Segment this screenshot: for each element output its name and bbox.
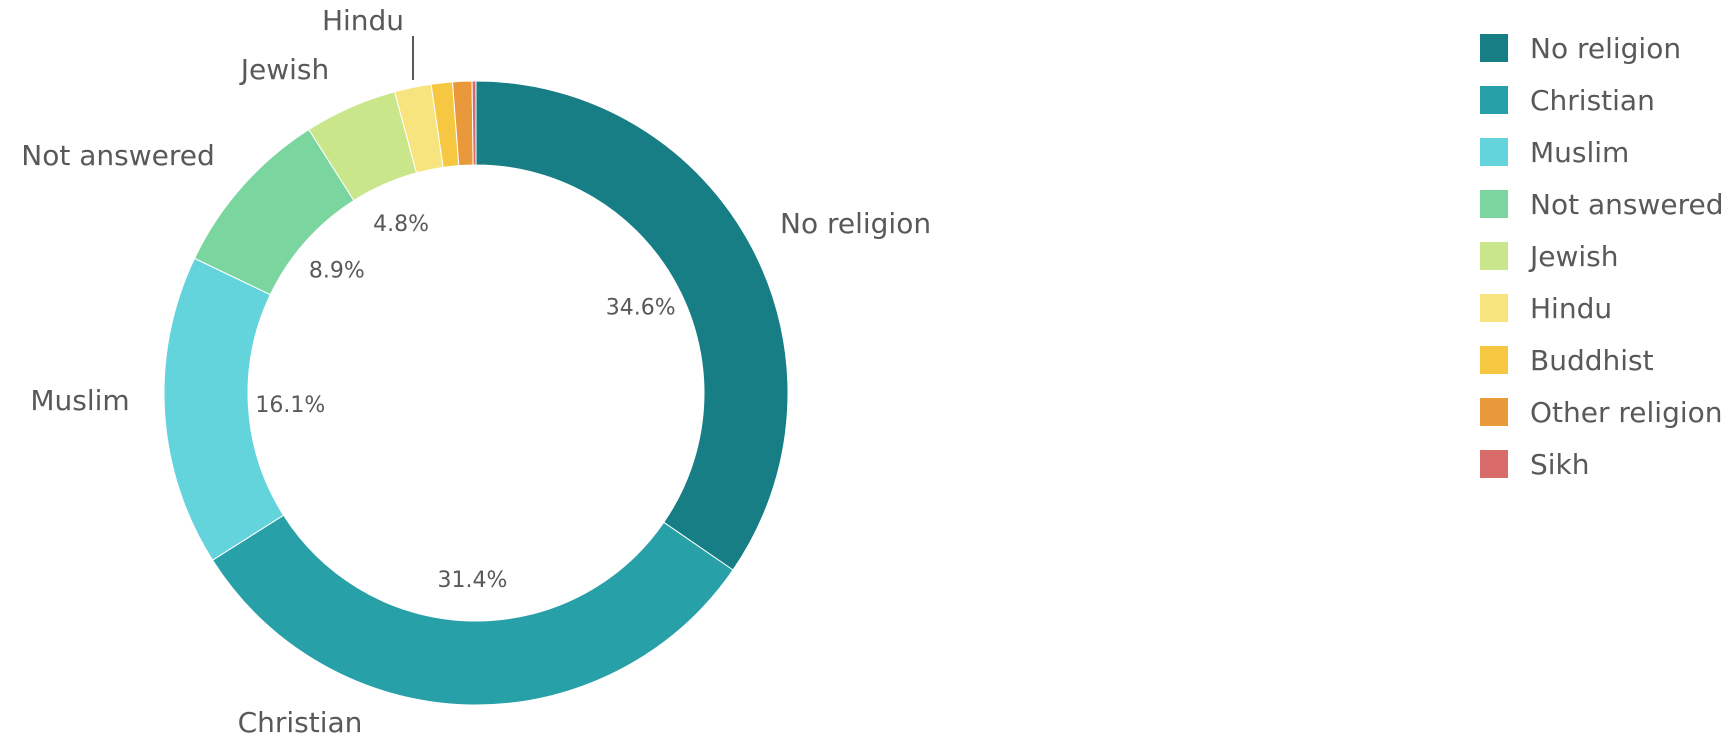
- legend-item-hindu[interactable]: Hindu: [1480, 282, 1723, 334]
- legend-item-jewish[interactable]: Jewish: [1480, 230, 1723, 282]
- percentage-labels: 34.6% 31.4% 16.1% 8.9% 4.8%: [255, 212, 675, 593]
- outer-label-hindu: Hindu: [322, 4, 404, 37]
- legend-swatch: [1480, 34, 1508, 62]
- legend-swatch: [1480, 450, 1508, 478]
- slice-sikh[interactable]: [471, 80, 477, 166]
- legend-label: Christian: [1530, 83, 1655, 117]
- legend-label: No religion: [1530, 31, 1682, 65]
- legend-item-not-answered[interactable]: Not answered: [1480, 178, 1723, 230]
- pct-label-jewish: 4.8%: [373, 212, 429, 237]
- outer-label-not-answered: Not answered: [21, 139, 214, 172]
- legend-label: Sikh: [1530, 447, 1590, 481]
- legend-swatch: [1480, 398, 1508, 426]
- legend-swatch: [1480, 138, 1508, 166]
- legend-label: Other religion: [1530, 395, 1723, 429]
- legend-item-sikh[interactable]: Sikh: [1480, 438, 1723, 490]
- legend-swatch: [1480, 86, 1508, 114]
- outer-label-no-religion: No religion: [780, 207, 931, 240]
- legend-label: Jewish: [1530, 239, 1619, 273]
- outer-label-christian: Christian: [238, 706, 363, 739]
- outer-label-muslim: Muslim: [30, 384, 129, 417]
- legend-item-christian[interactable]: Christian: [1480, 74, 1723, 126]
- legend-swatch: [1480, 294, 1508, 322]
- legend-label: Hindu: [1530, 291, 1613, 325]
- pct-label-muslim: 16.1%: [255, 393, 325, 418]
- legend-swatch: [1480, 190, 1508, 218]
- pct-label-no-religion: 34.6%: [606, 295, 676, 320]
- pct-label-not-answered: 8.9%: [309, 259, 365, 284]
- category-labels: No religion Christian Muslim Not answered Je…: [21, 4, 931, 739]
- outer-label-jewish: Jewish: [239, 53, 330, 86]
- pct-label-christian: 31.4%: [438, 568, 508, 593]
- legend-swatch: [1480, 346, 1508, 374]
- slice-christian[interactable]: [211, 514, 734, 706]
- legend-label: Muslim: [1530, 135, 1630, 169]
- legend-item-buddhist[interactable]: Buddhist: [1480, 334, 1723, 386]
- slice-no-religion[interactable]: [475, 80, 789, 571]
- legend-swatch: [1480, 242, 1508, 270]
- legend-item-muslim[interactable]: Muslim: [1480, 126, 1723, 178]
- legend-label: Not answered: [1530, 187, 1724, 221]
- legend-item-other-religion[interactable]: Other religion: [1480, 386, 1723, 438]
- legend-item-no-religion[interactable]: No religion: [1480, 22, 1723, 74]
- donut-slices: [163, 80, 789, 706]
- legend: No religion Christian Muslim Not answered Je…: [1480, 22, 1723, 490]
- legend-label: Buddhist: [1530, 343, 1654, 377]
